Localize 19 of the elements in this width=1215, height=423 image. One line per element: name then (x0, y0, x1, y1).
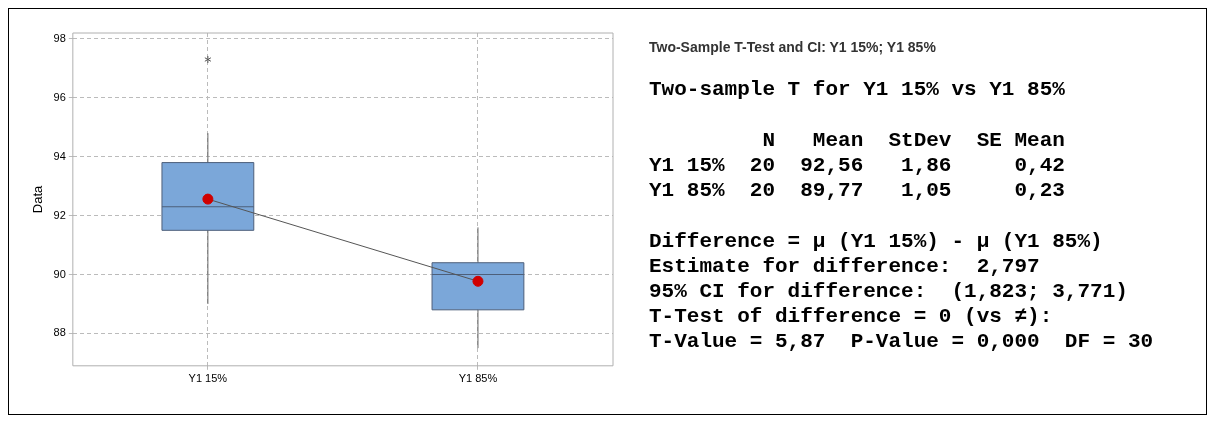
text: T-Test of difference = 0 (vs ≠): (649, 304, 1054, 329)
x-tick-label: Y1 85% (458, 372, 498, 385)
x-tick-label: Y1 15% (188, 372, 228, 385)
text: T-Value = 5,87 P-Value = 0,000 DF = 30 (649, 329, 1155, 354)
text: Y1 15% 20 92,56 1,86 0,42 (649, 153, 1066, 178)
y-tick-label: 90 (53, 267, 66, 280)
y-tick-label: 98 (53, 31, 66, 44)
text: 95% CI for difference: (1,823; 3,771) (649, 279, 1129, 304)
y-tick-label: 92 (53, 208, 66, 221)
y-tick-label: 94 (53, 149, 66, 162)
text: Two-Sample T-Test and CI: Y1 15%; Y1 85% (649, 39, 937, 55)
text: Difference = μ (Y1 15%) - μ (Y1 85%) (649, 229, 1104, 254)
text: N Mean StDev SE Mean (761, 128, 1066, 153)
text: Estimate for difference: 2,797 (649, 254, 1041, 279)
y-axis-title: Data (30, 184, 46, 214)
text: Y1 85% 20 89,77 1,05 0,23 (649, 178, 1066, 203)
y-tick-label: 96 (53, 90, 66, 103)
text: Two-sample T for Y1 15% vs Y1 85% (649, 77, 1066, 102)
y-tick-label: 88 (53, 326, 66, 339)
